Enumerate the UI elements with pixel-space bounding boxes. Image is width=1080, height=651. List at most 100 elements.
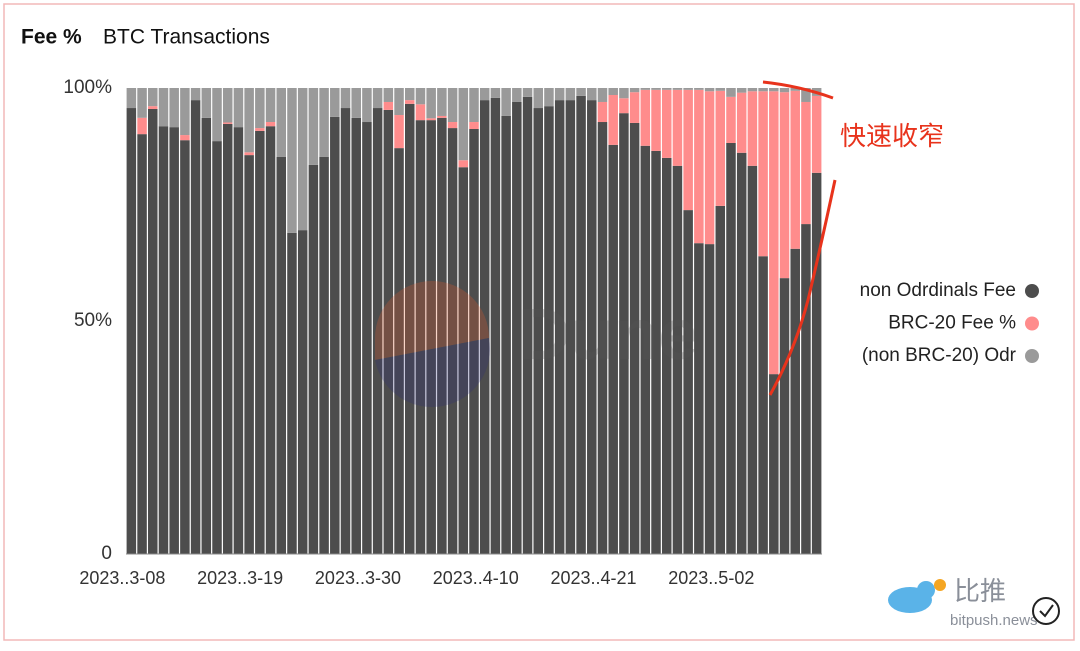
bar-segment bbox=[362, 122, 372, 554]
bar-segment bbox=[469, 88, 479, 123]
bar-segment bbox=[233, 88, 244, 128]
bar-segment bbox=[437, 117, 447, 554]
bar-segment bbox=[726, 142, 736, 554]
bar-segment bbox=[512, 101, 522, 554]
bar-segment bbox=[790, 248, 800, 554]
bar-segment bbox=[661, 89, 672, 158]
bar-segment bbox=[201, 117, 212, 554]
bar-segment bbox=[758, 256, 768, 554]
bar-segment bbox=[769, 91, 779, 375]
bar-segment bbox=[319, 156, 329, 554]
bar-segment bbox=[158, 88, 169, 127]
bar-segment bbox=[330, 116, 340, 554]
legend-label: BRC-20 Fee % bbox=[888, 313, 1016, 334]
bar-segment bbox=[137, 88, 147, 118]
y-tick-label: 50% bbox=[74, 310, 112, 331]
bar-segment bbox=[672, 165, 683, 554]
bar-segment bbox=[629, 92, 640, 123]
bar-segment bbox=[447, 128, 458, 555]
bar-segment bbox=[351, 117, 361, 554]
bar-segment bbox=[608, 144, 618, 555]
bar-segment bbox=[801, 224, 811, 554]
watermark-logo bbox=[375, 281, 489, 360]
bar-segment bbox=[629, 122, 640, 554]
bar-segment bbox=[672, 88, 683, 90]
bar-segment bbox=[694, 89, 704, 244]
bar-segment bbox=[287, 232, 297, 554]
bar-segment bbox=[426, 118, 436, 121]
bar-segment bbox=[255, 130, 265, 554]
bar-segment bbox=[544, 106, 554, 554]
bar-segment bbox=[394, 88, 404, 116]
bar-segment bbox=[640, 145, 651, 554]
bar-segment bbox=[469, 129, 479, 554]
bar-segment bbox=[683, 88, 693, 90]
bar-segment bbox=[383, 109, 394, 554]
bar-segment bbox=[148, 88, 158, 107]
bar-segment bbox=[544, 88, 554, 107]
y-tick-label: 100% bbox=[63, 77, 112, 98]
bar-segment bbox=[790, 88, 800, 91]
watermark-logo bbox=[375, 338, 491, 408]
x-tick-label: 2023..4-21 bbox=[550, 568, 636, 588]
bar-segment bbox=[351, 88, 361, 118]
bar-segment bbox=[779, 278, 790, 554]
bar-segment bbox=[779, 88, 790, 93]
bar-segment bbox=[769, 374, 779, 554]
bar-segment bbox=[137, 134, 147, 554]
bar-segment bbox=[297, 88, 308, 231]
bar-segment bbox=[758, 88, 768, 92]
y-tick-label: 0 bbox=[101, 543, 112, 564]
bar-segment bbox=[308, 88, 319, 165]
bar-segment bbox=[694, 243, 704, 555]
bar-segment bbox=[801, 101, 811, 225]
bar-segment bbox=[726, 96, 736, 143]
bar-segment bbox=[276, 156, 287, 554]
legend-swatch bbox=[1025, 316, 1039, 331]
bar-segment bbox=[651, 150, 661, 554]
bar-segment bbox=[640, 88, 651, 90]
bar-segment bbox=[383, 88, 394, 102]
bar-segment bbox=[372, 88, 383, 109]
bar-segment bbox=[148, 108, 158, 554]
bar-segment bbox=[169, 127, 179, 555]
bar-segment bbox=[683, 89, 693, 211]
bar-segment bbox=[148, 106, 158, 109]
bar-segment bbox=[587, 100, 597, 554]
bar-segment bbox=[533, 108, 543, 555]
annotation: 快速收窄 bbox=[840, 121, 944, 151]
bar-segment bbox=[340, 108, 351, 555]
bar-segment bbox=[394, 115, 404, 149]
bar-segment bbox=[479, 88, 490, 101]
bar-segment bbox=[372, 108, 383, 555]
bar-segment bbox=[126, 108, 137, 555]
bar-segment bbox=[501, 88, 511, 116]
bar-segment bbox=[340, 88, 351, 109]
bar-segment bbox=[747, 165, 758, 554]
bar-segment bbox=[736, 152, 747, 555]
bar-segment bbox=[619, 88, 629, 99]
bar-segment bbox=[619, 113, 629, 554]
bar-segment bbox=[222, 122, 233, 124]
bar-segment bbox=[683, 210, 693, 555]
watermark-text: 比推 bbox=[954, 576, 1006, 606]
bar-segment bbox=[212, 141, 222, 554]
bar-segment bbox=[233, 127, 244, 555]
bar-segment bbox=[319, 88, 329, 157]
bar-segment bbox=[597, 101, 608, 123]
bar-segment bbox=[415, 104, 426, 121]
bar-segment bbox=[640, 89, 651, 146]
bar-segment bbox=[501, 115, 511, 555]
bar-segment bbox=[362, 88, 372, 123]
legend-label: (non BRC-20) Odr bbox=[862, 345, 1017, 366]
bar-segment bbox=[661, 88, 672, 90]
bar-segment bbox=[330, 88, 340, 117]
bar-segment bbox=[137, 117, 147, 135]
bar-segment bbox=[512, 88, 522, 102]
bar-segment bbox=[629, 88, 640, 93]
bar-segment bbox=[190, 100, 201, 554]
bar-segment bbox=[405, 103, 415, 555]
bar-segment bbox=[522, 88, 533, 97]
annotation-stroke bbox=[762, 80, 834, 100]
bar-segment bbox=[180, 135, 190, 141]
